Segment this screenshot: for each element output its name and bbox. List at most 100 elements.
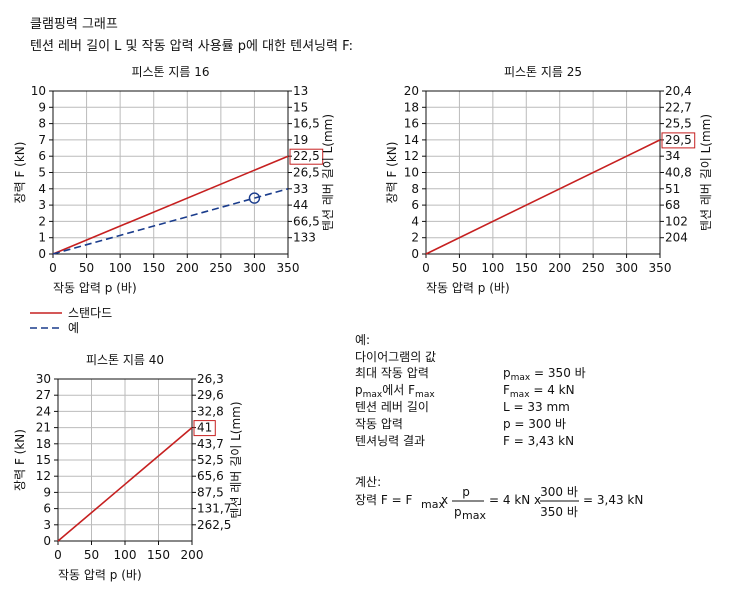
y2-tick-label: 43,7 [197,437,224,451]
y-tick-label: 2 [411,231,419,245]
y-tick-label: 4 [411,214,419,228]
example-title: 예: [355,333,370,347]
example-value: Fmax = 4 kN [503,383,575,400]
y2-tick-label: 262,5 [197,518,231,532]
example-label: 텐션 레버 길이 [355,400,429,414]
chart-title: 피스톤 지름 25 [504,65,582,79]
calc-text: = 3,43 kN [583,493,643,507]
series-line [52,155,289,255]
y2-tick-label: 32,8 [197,404,224,418]
y-axis-label: 장력 F (kN) [13,142,27,204]
calc-text: = 4 kN x [489,493,541,507]
y2-tick-label: 19 [293,133,308,147]
x-tick-label: 250 [582,261,605,275]
x-tick-label: 0 [49,261,57,275]
text-part: p = 300 바 [503,417,566,431]
y-tick-label: 3 [38,198,46,212]
y-tick-label: 27 [36,388,51,402]
y-tick-label: 8 [38,117,46,131]
x-tick-label: 200 [176,261,199,275]
example-value: p = 300 바 [503,417,566,431]
y-tick-label: 9 [43,485,51,499]
y2-tick-label: 16,5 [293,117,320,131]
calc-frac-num: 300 바 [540,485,578,499]
x-tick-label: 100 [481,261,504,275]
y2-tick-label: 33 [293,182,308,196]
calc-sub: max [421,498,445,511]
text-part: p [355,383,363,397]
y-tick-label: 9 [38,100,46,114]
subscript: max [510,390,530,400]
y-tick-label: 12 [36,469,51,483]
calc-text: x [441,493,448,507]
highlight-box [661,132,696,149]
calc-text: 장력 F = F [355,493,412,507]
text-part: 텐션 레버 길이 [355,400,429,414]
y2-tick-label: 22,5 [293,149,320,163]
x-tick-label: 200 [548,261,571,275]
chart-title: 피스톤 지름 16 [131,65,209,79]
example-label: 최대 작동 압력 [355,366,429,380]
x-tick-label: 100 [114,548,137,562]
x-tick-label: 50 [452,261,467,275]
example-label: 작동 압력 [355,417,403,431]
y-tick-label: 2 [38,214,46,228]
y2-tick-label: 26,3 [197,372,224,386]
x-tick-label: 250 [209,261,232,275]
y2-tick-label: 102 [665,214,688,228]
example-value: pmax = 350 바 [503,366,586,383]
subscript: max [415,390,435,400]
y-tick-label: 0 [38,247,46,261]
text-part: 최대 작동 압력 [355,366,429,380]
y2-tick-label: 66,5 [293,214,320,228]
y2-tick-label: 52,5 [197,453,224,467]
legend-label: 스탠다드 [68,306,112,320]
example-label: 텐셔닝력 결과 [355,434,425,448]
y-tick-label: 14 [404,133,419,147]
y2-axis-label: 텐션 레버 길이 L(mm) [321,114,335,231]
y2-tick-label: 26,5 [293,166,320,180]
highlight-box [193,420,216,437]
plot-frame [57,378,193,542]
y2-tick-label: 133 [293,231,316,245]
y-tick-label: 10 [404,166,419,180]
y-tick-label: 7 [38,133,46,147]
x-tick-label: 300 [615,261,638,275]
x-axis-label: 작동 압력 p (바) [58,568,142,582]
y-tick-label: 3 [43,518,51,532]
x-tick-label: 0 [54,548,62,562]
x-tick-label: 200 [181,548,204,562]
text-part: 에서 F [382,383,415,397]
y-tick-label: 0 [411,247,419,261]
y-tick-label: 4 [38,182,46,196]
y-tick-label: 5 [38,166,46,180]
y2-tick-label: 68 [665,198,680,212]
y2-tick-label: 29,5 [665,133,692,147]
y2-tick-label: 34 [665,149,680,163]
y-tick-label: 18 [36,437,51,451]
x-tick-label: 300 [243,261,266,275]
x-axis-label: 작동 압력 p (바) [53,281,137,295]
text-part: p [503,366,511,380]
plot-frame [425,90,661,255]
y2-tick-label: 15 [293,100,308,114]
x-tick-label: 150 [147,548,170,562]
y-tick-label: 6 [38,149,46,163]
y2-tick-label: 41 [197,421,212,435]
y-tick-label: 21 [36,421,51,435]
y2-tick-label: 20,4 [665,84,692,98]
x-tick-label: 0 [422,261,430,275]
chart-title: 피스톤 지름 40 [86,353,164,367]
series-line [52,188,289,255]
y-tick-label: 6 [43,502,51,516]
y-tick-label: 18 [404,100,419,114]
header-subtitle: 텐션 레버 길이 L 및 작동 압력 사용률 p에 대한 텐셔닝력 F: [30,39,353,54]
calc-sub: max [462,509,486,522]
x-tick-label: 100 [109,261,132,275]
plot-frame [52,90,289,255]
y2-tick-label: 204 [665,231,688,245]
text-part: F = 3,43 kN [503,434,574,448]
subscript: max [511,373,531,383]
